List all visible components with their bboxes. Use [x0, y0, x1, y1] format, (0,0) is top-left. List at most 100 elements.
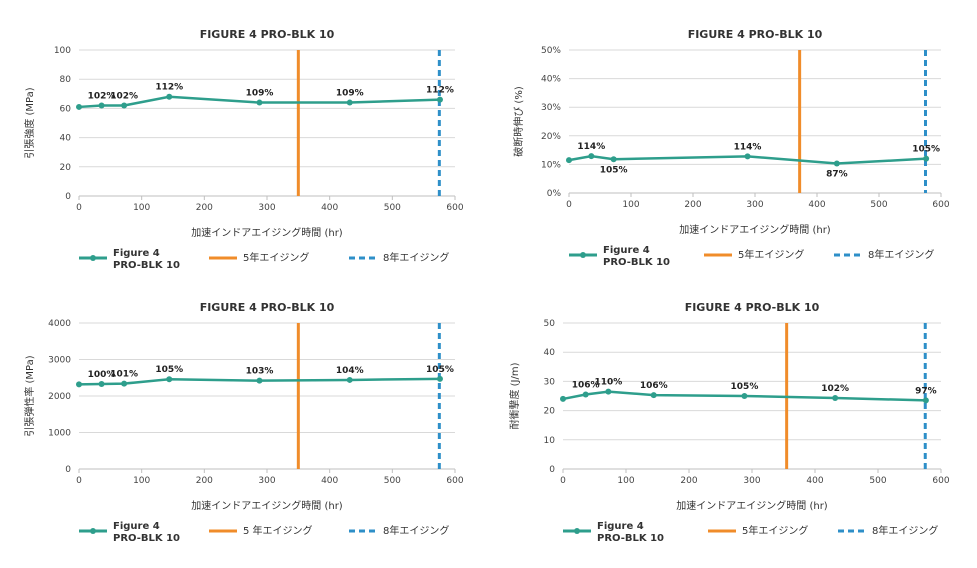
legend-series-label-line1: Figure 4 — [597, 521, 644, 532]
chart-panel-3: FIGURE 4 PRO-BLK 10 0 1000 2000 3000 4000 0 100… — [23, 301, 464, 544]
y-tick-label: 20 — [60, 163, 72, 173]
data-point — [610, 156, 617, 163]
data-label: 109% — [336, 89, 364, 99]
series-line — [568, 154, 927, 165]
data-label: 105% — [731, 382, 759, 392]
chart-title: FIGURE 4 PRO-BLK 10 — [200, 301, 335, 314]
data-label: 87% — [826, 170, 848, 180]
y-tick-label: 30% — [541, 103, 561, 113]
legend-five-year-label: 5年エイジング — [243, 251, 309, 264]
x-tick-label: 100 — [617, 476, 634, 486]
data-point — [256, 99, 263, 106]
chart-panel-2: FIGURE 4 PRO-BLK 10 0% 10% 20% 30% 40% 50% 0 100… — [512, 28, 950, 268]
data-point — [605, 388, 612, 395]
data-label: 106% — [640, 381, 668, 391]
data-point — [741, 393, 748, 399]
data-point — [346, 376, 353, 383]
x-tick-label: 300 — [258, 476, 275, 486]
legend-series-label-line1: Figure 4 — [603, 245, 650, 256]
x-tick-label: 300 — [258, 203, 275, 213]
data-point — [256, 377, 263, 384]
x-tick-label: 400 — [808, 200, 825, 210]
legend-series-label-line2: PRO-BLK 10 — [113, 260, 180, 271]
data-label: 105% — [912, 145, 940, 155]
y-tick-label: 0 — [549, 465, 555, 475]
x-axis-label: 加速インドアエイジング時間 (hr) — [676, 499, 828, 512]
y-axis-label: 引張弾性率 (MPa) — [23, 355, 36, 436]
data-label: 114% — [577, 142, 605, 152]
data-point — [98, 102, 105, 109]
y-tick-label: 40 — [544, 348, 556, 358]
x-tick-label: 400 — [806, 476, 823, 486]
legend-eight-year-label: 8年エイジング — [872, 524, 938, 537]
y-tick-label: 1000 — [48, 429, 71, 439]
x-tick-label: 0 — [566, 200, 572, 210]
data-point — [436, 375, 443, 382]
data-label: 102% — [88, 91, 116, 101]
x-tick-label: 500 — [870, 200, 887, 210]
legend-series-label-line2: PRO-BLK 10 — [603, 257, 670, 268]
x-tick-label: 200 — [680, 476, 697, 486]
chart-panel-1: FIGURE 4 PRO-BLK 10 0 20 40 60 80 100 0 100 200 30… — [23, 28, 464, 271]
y-tick-label: 60 — [60, 104, 72, 114]
data-point — [744, 153, 751, 160]
data-point — [650, 392, 657, 399]
x-tick-label: 100 — [133, 203, 150, 213]
data-point — [98, 380, 105, 387]
data-point — [588, 153, 595, 160]
x-tick-label: 200 — [196, 476, 213, 486]
legend-series-marker — [90, 528, 96, 534]
y-tick-label: 0 — [65, 192, 71, 202]
x-tick-label: 300 — [743, 476, 760, 486]
y-axis-label: 破断時伸び (%) — [512, 86, 525, 157]
data-point — [166, 376, 173, 383]
legend-series-marker — [580, 252, 586, 258]
x-tick-label: 600 — [446, 203, 463, 213]
data-point — [121, 380, 128, 387]
data-point — [833, 160, 840, 167]
y-tick-label: 100 — [54, 46, 71, 56]
data-point — [346, 99, 353, 106]
x-axis-label: 加速インドアエイジング時間 (hr) — [191, 226, 343, 239]
legend-five-year-label: 5年エイジング — [738, 248, 804, 261]
data-point — [566, 157, 572, 164]
data-point — [922, 397, 929, 404]
chart-title: FIGURE 4 PRO-BLK 10 — [685, 301, 820, 314]
x-axis-label: 加速インドアエイジング時間 (hr) — [191, 499, 343, 512]
legend-series-marker — [574, 528, 580, 534]
x-tick-label: 0 — [76, 203, 82, 213]
data-label: 102% — [821, 384, 849, 394]
y-tick-label: 0% — [547, 189, 562, 199]
data-point — [121, 102, 128, 109]
x-tick-label: 500 — [384, 203, 401, 213]
y-tick-label: 80 — [60, 75, 72, 85]
data-label: 97% — [915, 386, 937, 396]
data-label: 105% — [426, 365, 454, 375]
x-tick-label: 100 — [133, 476, 150, 486]
data-label: 105% — [600, 165, 628, 175]
data-label: 100% — [88, 370, 116, 380]
y-tick-label: 30 — [544, 377, 556, 387]
y-axis-label: 引張強度 (MPa) — [23, 87, 36, 158]
data-point — [560, 395, 566, 402]
legend-eight-year-label: 8年エイジング — [383, 524, 449, 537]
x-tick-label: 600 — [932, 200, 949, 210]
data-point — [166, 93, 173, 100]
data-label: 106% — [572, 381, 600, 391]
data-label: 102% — [110, 91, 138, 101]
legend-series-label-line1: Figure 4 — [113, 248, 160, 259]
data-label: 103% — [246, 367, 274, 377]
y-tick-label: 50 — [544, 319, 556, 329]
data-point — [76, 103, 82, 110]
x-tick-label: 400 — [321, 476, 338, 486]
chart-title: FIGURE 4 PRO-BLK 10 — [688, 28, 823, 41]
legend-series-label-line2: PRO-BLK 10 — [113, 533, 180, 544]
x-tick-label: 100 — [622, 200, 639, 210]
y-tick-label: 3000 — [48, 356, 71, 366]
x-tick-label: 600 — [446, 476, 463, 486]
